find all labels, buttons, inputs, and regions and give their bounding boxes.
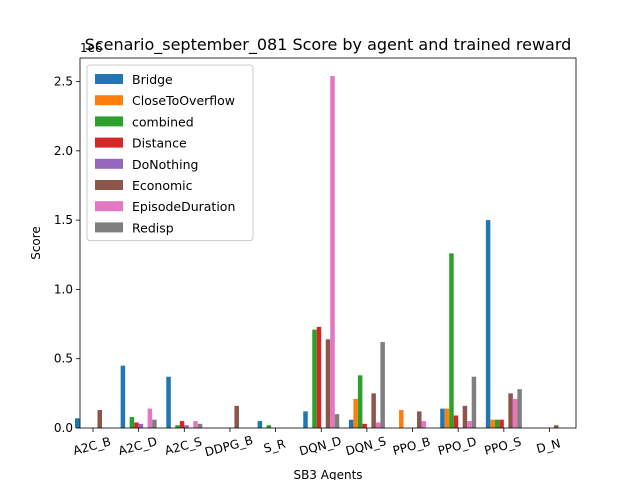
bar-A2C_D-combined — [129, 416, 135, 428]
bar-A2C_D-Distance — [134, 422, 139, 428]
legend-label-Redisp: Redisp — [132, 220, 174, 235]
bar-DQN_S-Economic — [371, 393, 376, 428]
y-axis-label: Score — [29, 226, 43, 260]
bar-A2C_B-Economic — [97, 409, 102, 428]
bar-DQN_D-Distance — [316, 326, 322, 428]
bar-DQN_S-Redisp — [380, 342, 385, 428]
bar-A2C_S-combined — [175, 425, 180, 428]
y-tick-label: 0.0 — [54, 421, 73, 435]
x-axis-label: SB3 Agents — [293, 468, 362, 480]
bar-A2C_S-EpisodeDuration — [193, 421, 198, 428]
bar-DQN_D-EpisodeDuration — [330, 76, 335, 428]
legend-swatch-Redisp — [95, 222, 123, 233]
bar-PPO_D-Redisp — [471, 376, 477, 428]
bar-PPO_S-Economic — [508, 393, 513, 428]
bar-PPO_B-Economic — [417, 411, 422, 428]
bar-PPO_D-combined — [449, 253, 454, 428]
bar-A2C_S-Bridge — [166, 376, 171, 428]
legend-label-EpisodeDuration: EpisodeDuration — [132, 199, 235, 214]
bar-DQN_S-EpisodeDuration — [375, 422, 381, 428]
legend-label-combined: combined — [132, 114, 194, 129]
legend-swatch-Distance — [95, 137, 123, 148]
bar-PPO_S-CloseToOverflow — [490, 419, 495, 428]
legend-swatch-CloseToOverflow — [95, 95, 123, 106]
bar-DDPG_B-Economic — [234, 405, 239, 428]
bar-DQN_S-CloseToOverflow — [353, 398, 358, 428]
bar-PPO_S-EpisodeDuration — [512, 398, 518, 428]
legend-swatch-combined — [95, 116, 123, 127]
bar-PPO_D-EpisodeDuration — [467, 421, 472, 428]
bar-DQN_D-Economic — [325, 339, 331, 428]
bar-DQN_S-combined — [357, 375, 363, 428]
x-tick-label: S_R — [262, 437, 287, 456]
bar-PPO_D-Economic — [462, 405, 468, 428]
bar-A2C_S-Distance — [179, 421, 185, 428]
legend-swatch-Bridge — [95, 74, 123, 84]
bar-DQN_S-Distance — [362, 423, 367, 428]
y-tick-label: 1.5 — [54, 213, 73, 227]
bar-PPO_S-Distance — [499, 419, 504, 428]
bar-A2C_D-Bridge — [120, 365, 126, 428]
legend-box — [86, 64, 254, 242]
bar-PPO_S-Redisp — [517, 389, 522, 428]
axes-frame — [79, 57, 577, 429]
bar-D_N-Economic — [554, 425, 559, 428]
bar-PPO_D-Bridge — [440, 408, 445, 428]
bar-S_R-combined — [266, 425, 272, 428]
legend-label-Distance: Distance — [132, 136, 187, 151]
bar-DQN_D-combined — [312, 329, 317, 428]
y-offset-text: 1e6 — [80, 41, 103, 55]
bars-layer — [75, 76, 559, 428]
x-tick-label: D_N — [535, 436, 562, 456]
bar-PPO_B-CloseToOverflow — [399, 409, 404, 428]
y-tick-label: 2.0 — [54, 144, 73, 158]
legend: Bridge CloseToOverflow combined Distance DoN… — [86, 64, 254, 242]
legend-swatch-Economic — [95, 180, 123, 190]
bar-A2C_S-DoNothing — [184, 425, 189, 428]
bar-A2C_D-EpisodeDuration — [147, 408, 153, 428]
bar-A2C_D-DoNothing — [138, 423, 144, 428]
bar-A2C_B-Bridge — [75, 418, 80, 428]
bar-PPO_S-combined — [494, 419, 500, 428]
bar-S_R-Bridge — [257, 421, 263, 428]
bar-PPO_B-EpisodeDuration — [421, 421, 427, 428]
bar-PPO_D-CloseToOverflow — [444, 408, 450, 428]
bar-DQN_D-Bridge — [303, 411, 308, 428]
legend-swatch-DoNothing — [95, 158, 123, 169]
bar-PPO_S-Bridge — [485, 220, 491, 428]
legend-swatch-EpisodeDuration — [95, 201, 123, 212]
legend-label-CloseToOverflow: CloseToOverflow — [132, 93, 235, 108]
bar-DQN_D-Redisp — [334, 414, 340, 428]
legend-label-Economic: Economic — [132, 178, 193, 193]
bar-PPO_D-Distance — [453, 415, 459, 428]
y-axis: 0.0 0.5 1.0 1.5 2.0 2.5 — [54, 75, 80, 435]
y-tick-label: 0.5 — [54, 352, 73, 366]
y-tick-label: 1.0 — [54, 282, 73, 296]
legend-label-DoNothing: DoNothing — [132, 157, 198, 172]
chart-title: Scenario_september_081 Score by agent an… — [85, 35, 572, 55]
bar-A2C_D-Redisp — [152, 419, 157, 428]
bar-A2C_S-Redisp — [197, 423, 203, 428]
y-tick-label: 2.5 — [54, 75, 73, 89]
legend-label-Bridge: Bridge — [132, 72, 173, 87]
bar-DQN_S-Bridge — [348, 419, 354, 428]
